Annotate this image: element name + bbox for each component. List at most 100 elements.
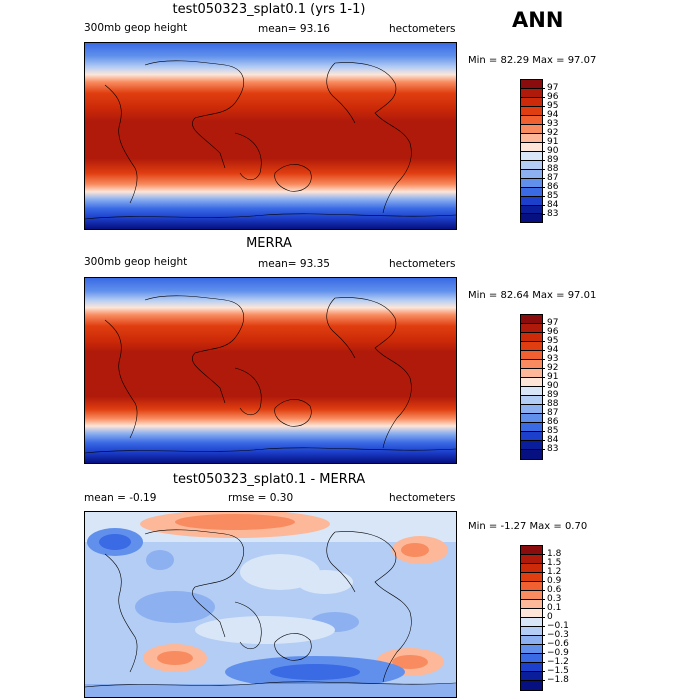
- panel2-tick-label: 89: [540, 390, 559, 400]
- panel3-tick-label: 1.8: [540, 549, 562, 559]
- panel2-tick-label: 97: [540, 318, 559, 328]
- colorbar-cell: [521, 663, 542, 672]
- panel1-tick-label: 94: [540, 110, 559, 120]
- colorbar-cell: [521, 672, 542, 681]
- colorbar-cell: [521, 441, 542, 450]
- colorbar-cell: [521, 214, 542, 222]
- panel3-tick-label: −0.6: [541, 639, 569, 649]
- panel2-tick-label: 95: [540, 336, 559, 346]
- colorbar-cell: [521, 591, 542, 600]
- panel3-minmax: Min = -1.27 Max = 0.70: [468, 521, 588, 532]
- panel2-units-label: hectometers: [389, 258, 456, 270]
- panel3-colorbar: [520, 545, 543, 691]
- colorbar-cell: [521, 654, 542, 663]
- panel1-units-label: hectometers: [389, 23, 456, 35]
- colorbar-cell: [521, 450, 542, 459]
- panel1-tick-label: 91: [540, 137, 559, 147]
- colorbar-cell: [521, 627, 542, 636]
- colorbar-cell: [521, 681, 542, 690]
- panel2-tick-label: 88: [540, 399, 559, 409]
- panel2-colorbar: [520, 314, 543, 460]
- panel3-mean-label: mean = -0.19: [84, 492, 157, 504]
- colorbar-cell: [521, 342, 542, 351]
- panel1-tick-label: 87: [540, 173, 559, 183]
- colorbar-cell: [521, 143, 542, 152]
- panel3-tick-label: −0.1: [541, 621, 569, 631]
- panel3-tick-label: −1.8: [541, 675, 569, 685]
- panel2-tick-label: 91: [540, 372, 559, 382]
- panel1-tick-label: 90: [540, 146, 559, 156]
- panel1-tick-label: 84: [540, 200, 559, 210]
- colorbar-cell: [521, 369, 542, 378]
- panel1-tick-label: 83: [540, 209, 559, 219]
- panel2-tick-label: 92: [540, 363, 559, 373]
- panel1-title: test050323_splat0.1 (yrs 1-1): [172, 2, 366, 17]
- panel2-tick-label: 85: [540, 426, 559, 436]
- colorbar-cell: [521, 170, 542, 179]
- colorbar-cell: [521, 107, 542, 116]
- colorbar-cell: [521, 546, 542, 555]
- panel3-tick-label: −1.5: [541, 666, 569, 676]
- colorbar-cell: [521, 161, 542, 170]
- panel2-tick-label: 84: [540, 435, 559, 445]
- panel1-variable-label: 300mb geop height: [84, 22, 188, 34]
- panel3-tick-label: 0.9: [540, 576, 562, 586]
- panel2-tick-label: 96: [540, 327, 559, 337]
- colorbar-cell: [521, 351, 542, 360]
- panel3-tick-label: 0.6: [540, 585, 562, 595]
- colorbar-cell: [521, 564, 542, 573]
- panel2-tick-label: 93: [540, 354, 559, 364]
- colorbar-cell: [521, 387, 542, 396]
- panel2-variable-label: 300mb geop height: [84, 256, 188, 268]
- panel3-tick-label: 1.2: [540, 567, 562, 577]
- panel3-tick-label: −0.9: [541, 648, 569, 658]
- panel3-units-label: hectometers: [389, 492, 456, 504]
- colorbar-cell: [521, 573, 542, 582]
- colorbar-cell: [521, 396, 542, 405]
- panel2-minmax: Min = 82.64 Max = 97.01: [468, 290, 597, 301]
- panel1-mean-label: mean= 93.16: [258, 23, 330, 35]
- colorbar-cell: [521, 188, 542, 197]
- colorbar-cell: [521, 152, 542, 161]
- panel3-tick-label: 0.1: [540, 603, 562, 613]
- colorbar-cell: [521, 555, 542, 564]
- colorbar-cell: [521, 324, 542, 333]
- colorbar-cell: [521, 432, 542, 441]
- panel3-tick-label: 0.3: [540, 594, 562, 604]
- panel2-map: [84, 277, 457, 464]
- colorbar-cell: [521, 378, 542, 387]
- panel2-tick-label: 83: [540, 444, 559, 454]
- colorbar-cell: [521, 333, 542, 342]
- colorbar-cell: [521, 423, 542, 432]
- panel3-tick-label: −0.3: [541, 630, 569, 640]
- panel2-tick-label: 90: [540, 381, 559, 391]
- panel2-title: MERRA: [246, 236, 292, 251]
- panel3-title: test050323_splat0.1 - MERRA: [172, 472, 366, 487]
- panel3-rmse-label: rmse = 0.30: [228, 492, 294, 504]
- colorbar-cell: [521, 315, 542, 324]
- colorbar-cell: [521, 360, 542, 369]
- colorbar-cell: [521, 125, 542, 134]
- colorbar-cell: [521, 134, 542, 143]
- panel1-tick-label: 88: [540, 164, 559, 174]
- colorbar-cell: [521, 116, 542, 125]
- panel1-tick-label: 97: [540, 83, 559, 93]
- panel2-tick-label: 94: [540, 345, 559, 355]
- panel3-tick-label: 0: [541, 612, 553, 622]
- panel2-tick-label: 87: [540, 408, 559, 418]
- colorbar-cell: [521, 80, 542, 89]
- colorbar-cell: [521, 618, 542, 627]
- panel1-tick-label: 89: [540, 155, 559, 165]
- colorbar-cell: [521, 206, 542, 214]
- panel1-tick-label: 85: [540, 191, 559, 201]
- colorbar-cell: [521, 609, 542, 618]
- panel1-tick-label: 93: [540, 119, 559, 129]
- panel1-tick-label: 95: [540, 101, 559, 111]
- panel2-mean-label: mean= 93.35: [258, 258, 330, 270]
- panel1-tick-label: 96: [540, 92, 559, 102]
- panel3-tick-label: 1.5: [540, 558, 562, 568]
- panel1-map: [84, 42, 457, 230]
- panel3-tick-label: −1.2: [541, 657, 569, 667]
- colorbar-cell: [521, 414, 542, 423]
- panel1-colorbar: [520, 79, 543, 223]
